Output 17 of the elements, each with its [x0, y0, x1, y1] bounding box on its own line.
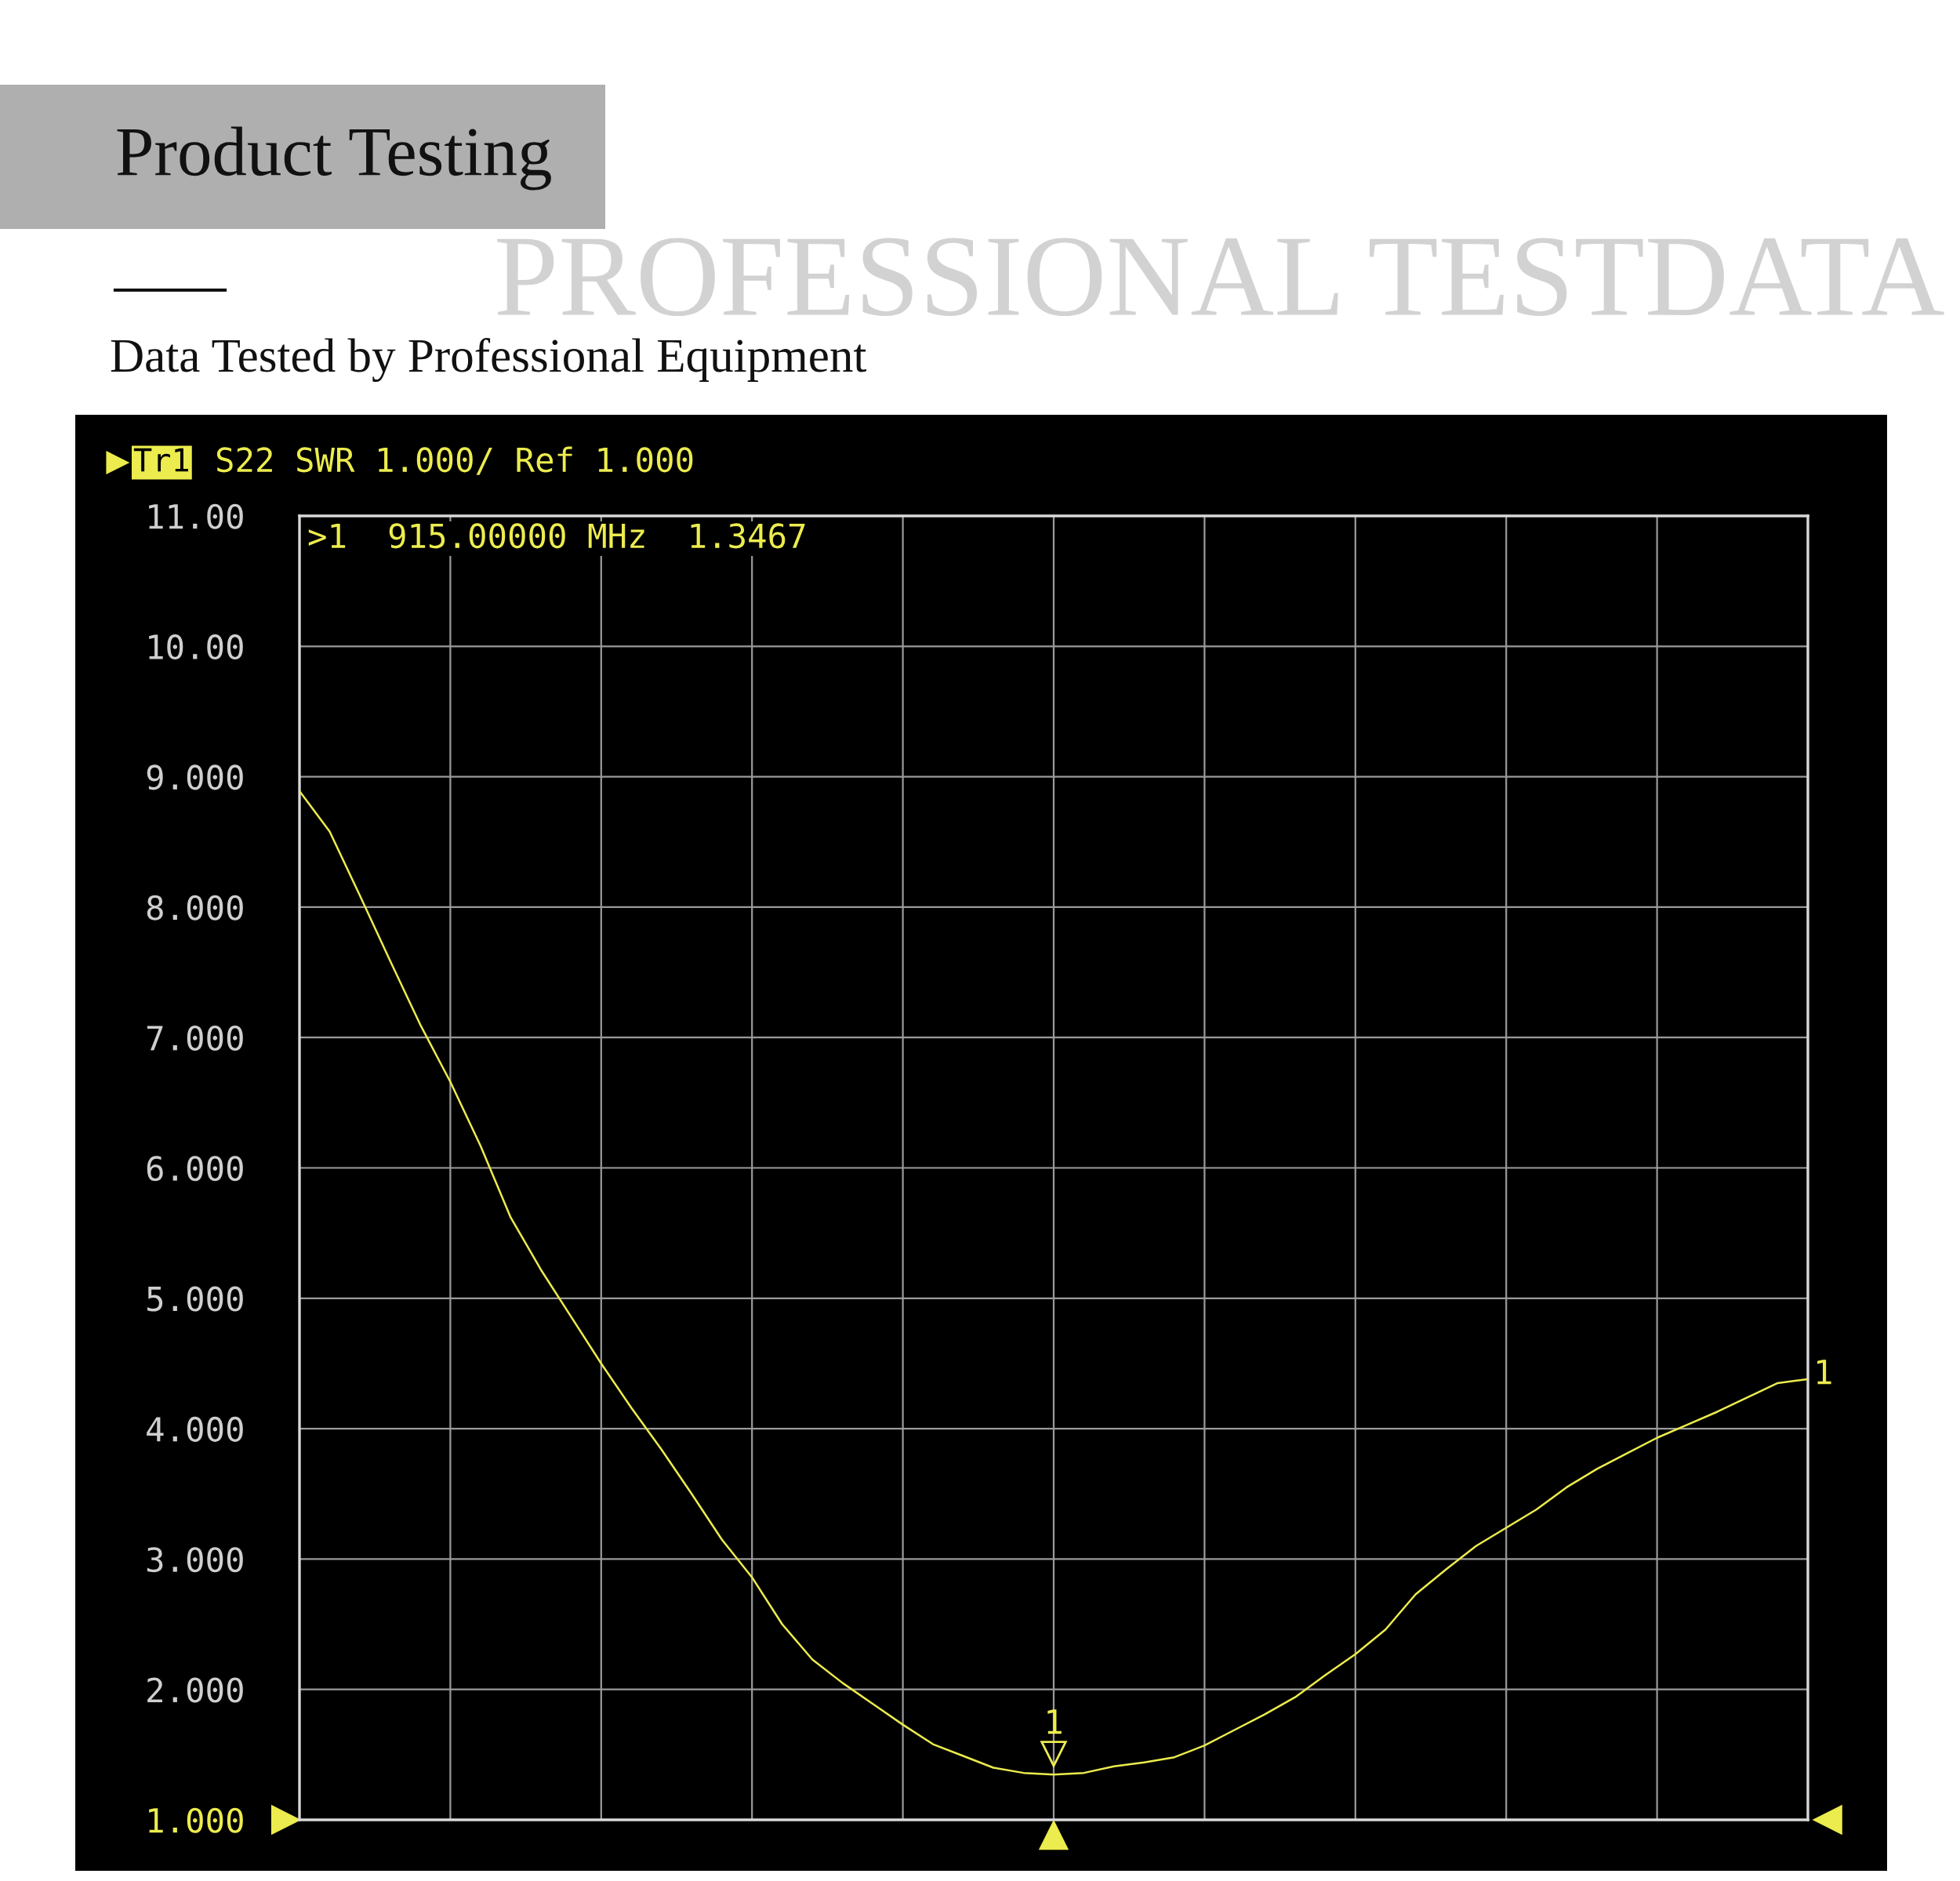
y-tick-label: 4.000 [147, 1416, 243, 1442]
text: Tr1 [133, 448, 189, 472]
y-tick-label: 8.000 [147, 895, 243, 921]
y-tick-label: 1.000 [149, 1807, 243, 1833]
y-tick-label: 7.000 [147, 1025, 243, 1051]
y-tick-label: 2.000 [147, 1677, 243, 1703]
y-tick-label: 3.000 [147, 1547, 243, 1573]
text: S22 SWR 1.000/ Ref 1.000 [216, 446, 693, 475]
text: 1 [1817, 1360, 1831, 1385]
y-tick-label: 9.000 [147, 764, 243, 790]
chart-title: Product Testing [117, 126, 551, 191]
y-tick-label: 11.00 [149, 503, 243, 529]
chart-subtitle: Data Tested by Professional Equipment [111, 337, 867, 383]
y-tick-label: 10.00 [149, 634, 243, 660]
y-tick-label: 5.000 [147, 1286, 243, 1312]
annotation: >1 915.00000 MHz 1.3467 [308, 523, 805, 549]
y-tick-label: 6.000 [147, 1156, 243, 1182]
